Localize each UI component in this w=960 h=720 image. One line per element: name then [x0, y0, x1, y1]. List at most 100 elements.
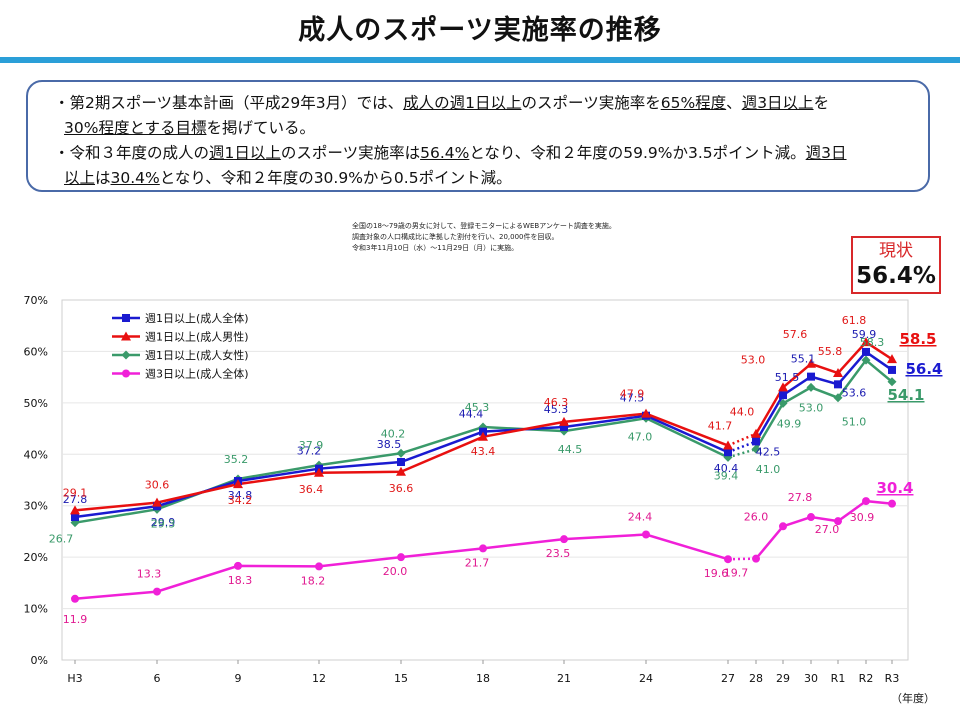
- data-point: [833, 368, 843, 378]
- data-point: [71, 513, 79, 522]
- data-label: 21.7: [465, 556, 490, 569]
- data-label: 49.9: [777, 417, 802, 430]
- data-label: 45.3: [465, 401, 490, 414]
- x-tick-label: 6: [154, 672, 161, 685]
- page-title: 成人のスポーツ実施率の推移: [298, 15, 662, 46]
- data-label: 41.7: [708, 420, 733, 433]
- y-tick-label: 20%: [24, 551, 48, 564]
- callout-label: 現状: [879, 241, 913, 261]
- data-label: 58.3: [860, 336, 885, 349]
- x-tick-label: 24: [639, 672, 653, 685]
- data-label: 53.6: [842, 386, 867, 399]
- series-line-gap: [727, 440, 757, 454]
- data-point: [396, 466, 406, 476]
- data-label: 44.0: [730, 406, 755, 419]
- current-callout: 現状 56.4%: [851, 236, 941, 294]
- x-tick-label: 29: [776, 672, 790, 685]
- x-tick-label: 15: [394, 672, 408, 685]
- note-segment: のスポーツ実施率は: [280, 144, 421, 162]
- note-line-3: ・令和３年度の成人の週1日以上のスポーツ実施率は56.4%となり、令和２年度の5…: [54, 141, 908, 166]
- series-line-gap: [727, 447, 757, 459]
- data-label: 42.5: [756, 445, 781, 458]
- survey-note-line: 調査対象の人口構成比に準拠した割付を行い、20,000件を回収。: [352, 233, 559, 241]
- data-point: [834, 517, 842, 526]
- data-point: [779, 522, 787, 531]
- data-point: [153, 587, 161, 596]
- summary-box: ・第2期スポーツ基本計画（平成29年3月）では、成人の週1日以上のスポーツ実施率…: [26, 80, 930, 192]
- data-point: [778, 398, 788, 408]
- data-point: [861, 355, 871, 365]
- data-label: 18.3: [228, 574, 253, 587]
- note-segment: 65%程度: [660, 94, 727, 112]
- note-segment: 30%程度とする目標: [64, 119, 207, 137]
- y-tick-label: 50%: [24, 397, 48, 410]
- y-tick-label: 30%: [24, 500, 48, 513]
- note-segment: 週3日: [805, 144, 847, 162]
- data-point: [397, 553, 405, 562]
- end-value-label: 56.4: [905, 360, 942, 378]
- x-tick-label: 12: [312, 672, 326, 685]
- note-segment: を: [813, 94, 830, 112]
- data-point: [751, 444, 761, 454]
- data-point: [887, 354, 897, 364]
- data-point: [751, 428, 761, 438]
- data-point: [888, 365, 896, 374]
- x-tick-label: 9: [235, 672, 242, 685]
- data-point: [834, 380, 842, 389]
- x-tick-label: R1: [831, 672, 846, 685]
- note-line-4: 以上は30.4%となり、令和２年度の30.9%から0.5ポイント減。: [54, 166, 908, 191]
- y-tick-label: 10%: [24, 603, 48, 616]
- data-label: 46.3: [544, 396, 569, 409]
- note-segment: ・第2期スポーツ基本計画（平成29年3月）では、: [54, 94, 404, 112]
- data-point: [862, 497, 870, 506]
- data-point: [396, 448, 406, 458]
- data-point: [807, 513, 815, 522]
- x-axis-unit: （年度）: [891, 691, 935, 705]
- y-tick-label: 0%: [31, 654, 48, 667]
- data-label: 26.0: [744, 510, 769, 523]
- data-point: [723, 440, 733, 450]
- data-label: 55.8: [818, 345, 843, 358]
- x-tick-label: 30: [804, 672, 818, 685]
- data-label: 61.8: [842, 314, 867, 327]
- legend-marker: [121, 331, 131, 341]
- x-tick-label: R2: [859, 672, 874, 685]
- y-tick-label: 70%: [24, 294, 48, 307]
- note-line-1: ・第2期スポーツ基本計画（平成29年3月）では、成人の週1日以上のスポーツ実施率…: [54, 91, 908, 116]
- legend-label: 週1日以上(成人女性): [145, 348, 249, 362]
- data-point: [806, 358, 816, 368]
- note-segment: 成人の週1日以上: [403, 94, 522, 112]
- data-point: [779, 391, 787, 400]
- data-point: [887, 377, 897, 387]
- data-label: 11.9: [63, 613, 88, 626]
- x-tick-label: 18: [476, 672, 490, 685]
- data-label: 51.5: [775, 371, 800, 384]
- data-point: [862, 347, 870, 356]
- data-label: 55.1: [791, 353, 816, 366]
- data-point: [233, 479, 243, 489]
- legend-marker: [121, 350, 131, 360]
- data-label: 19.6: [704, 567, 729, 580]
- data-label: 41.0: [756, 463, 781, 476]
- survey-note: 全国の18～79歳の男女に対して、登録モニターによるWEBアンケート調査を実施。…: [352, 221, 616, 254]
- note-line-2: 30%程度とする目標を掲げている。: [54, 116, 908, 141]
- survey-note-line: 令和3年11月10日（水）～11月29日（月）に実施。: [352, 244, 519, 252]
- data-label: 40.4: [714, 462, 739, 475]
- series-line-gap: [727, 432, 757, 447]
- data-point: [806, 382, 816, 392]
- x-tick-label: 28: [749, 672, 763, 685]
- data-label: 23.5: [546, 547, 571, 560]
- data-label: 53.0: [799, 401, 824, 414]
- data-label: 38.5: [377, 438, 402, 451]
- data-label: 51.0: [842, 416, 867, 429]
- data-point: [479, 544, 487, 553]
- legend-marker: [122, 314, 130, 322]
- data-label: 53.0: [741, 353, 766, 366]
- data-point: [314, 467, 324, 477]
- note-segment: 、: [726, 94, 742, 112]
- data-label: 34.8: [228, 489, 253, 502]
- data-label: 35.2: [224, 453, 249, 466]
- data-point: [861, 337, 871, 347]
- data-label: 18.2: [301, 574, 326, 587]
- data-point: [642, 530, 650, 539]
